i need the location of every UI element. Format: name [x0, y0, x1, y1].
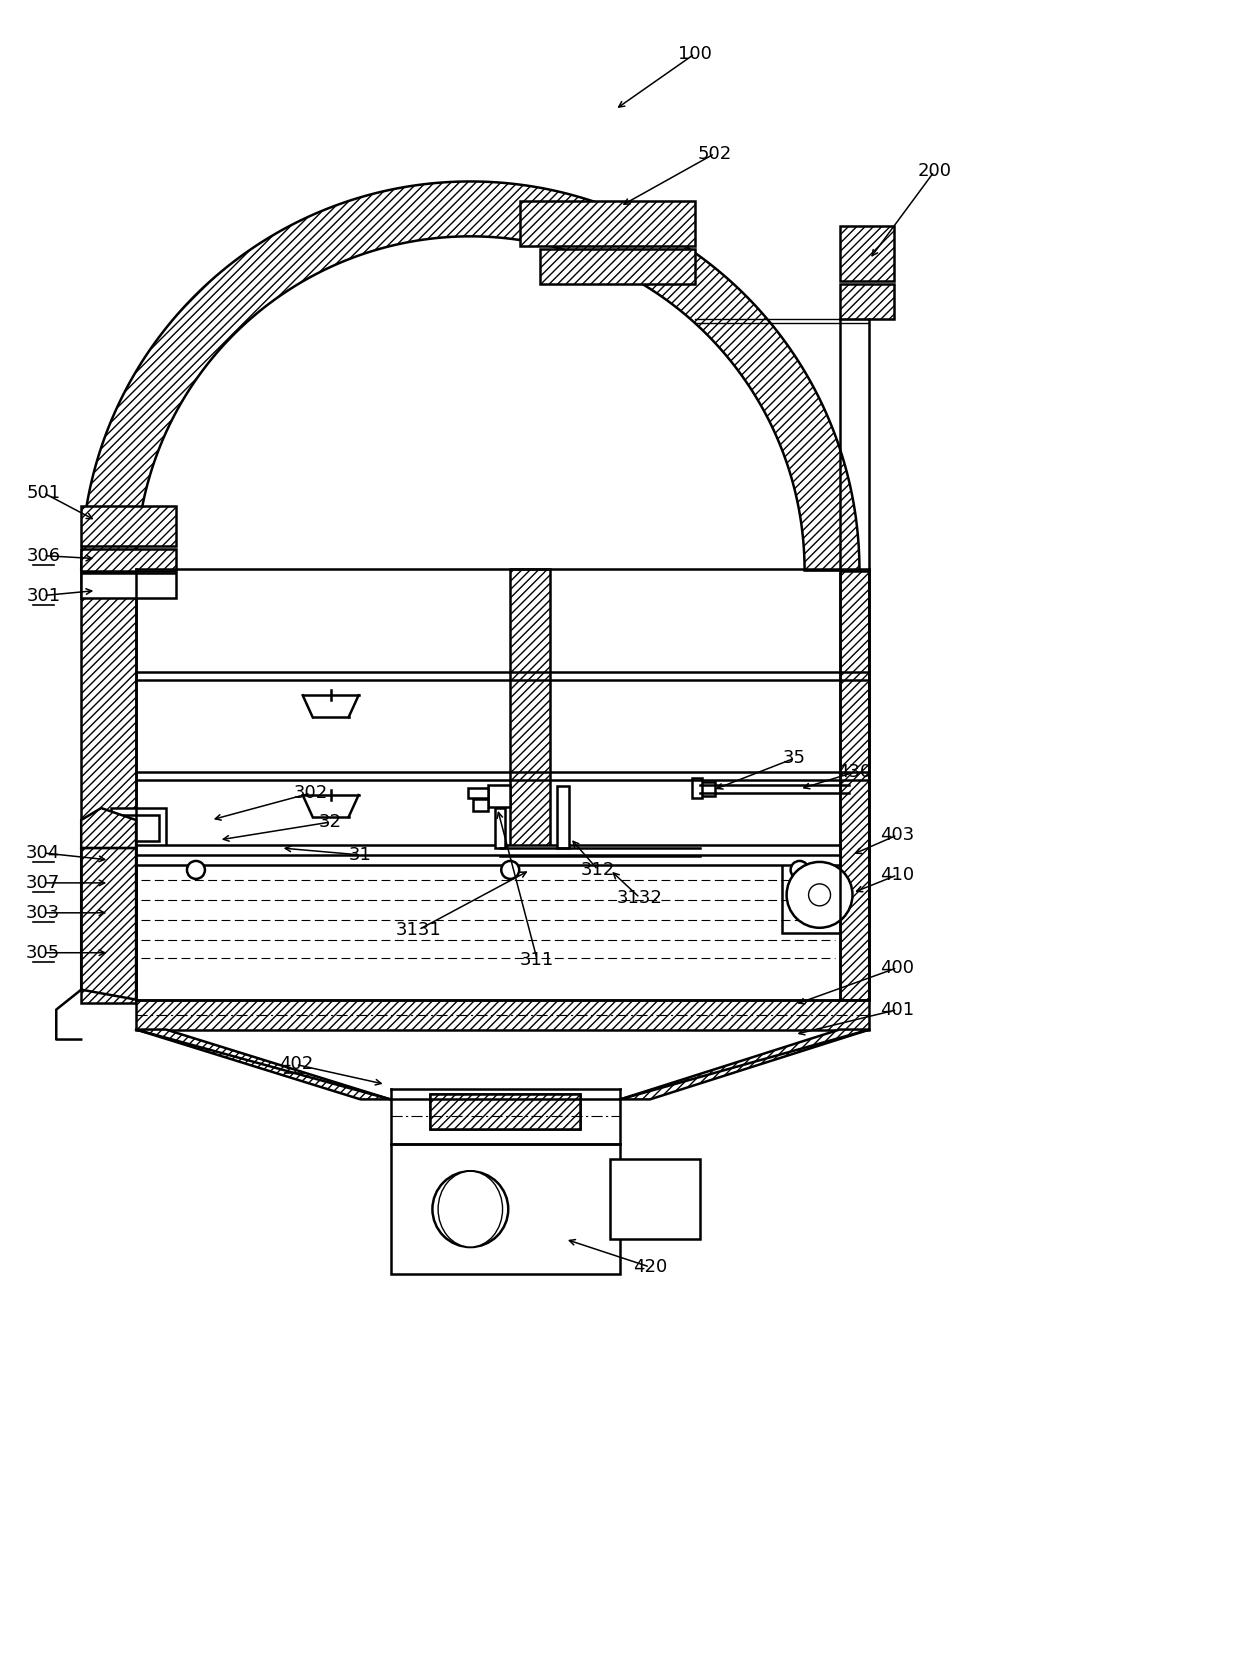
Circle shape: [456, 1195, 485, 1223]
Circle shape: [786, 862, 852, 929]
Bar: [781, 857, 858, 934]
Bar: [430, 1095, 580, 1130]
Text: 301: 301: [26, 586, 61, 604]
Text: 31: 31: [350, 845, 372, 864]
Bar: [697, 782, 714, 795]
Text: 430: 430: [837, 764, 872, 780]
Bar: [81, 549, 176, 571]
Bar: [469, 789, 489, 799]
Text: 100: 100: [678, 45, 712, 63]
Text: 312: 312: [580, 860, 615, 879]
Text: 306: 306: [26, 546, 61, 564]
Circle shape: [791, 860, 808, 879]
Bar: [430, 1095, 580, 1130]
Bar: [391, 1145, 620, 1275]
Text: 3132: 3132: [618, 889, 663, 907]
Circle shape: [187, 860, 205, 879]
Circle shape: [433, 1171, 508, 1246]
Polygon shape: [81, 849, 136, 1000]
Bar: [692, 779, 702, 799]
Text: 420: 420: [632, 1258, 667, 1276]
Text: 304: 304: [26, 844, 61, 862]
Text: 410: 410: [880, 865, 914, 884]
Text: 305: 305: [26, 943, 61, 962]
Bar: [510, 569, 551, 849]
Polygon shape: [81, 181, 859, 571]
Bar: [610, 1160, 699, 1240]
Bar: [474, 799, 489, 810]
Polygon shape: [620, 1030, 869, 1100]
Text: 32: 32: [319, 814, 342, 830]
Bar: [839, 226, 894, 281]
Text: 302: 302: [294, 784, 327, 802]
Text: 200: 200: [918, 163, 951, 180]
Text: 311: 311: [520, 950, 554, 968]
Bar: [495, 809, 505, 849]
Bar: [81, 849, 136, 1003]
Bar: [521, 201, 694, 246]
Polygon shape: [136, 1030, 391, 1100]
Bar: [119, 815, 159, 840]
Bar: [81, 506, 176, 546]
Bar: [112, 809, 166, 849]
Circle shape: [808, 884, 831, 905]
Bar: [81, 572, 176, 597]
Bar: [136, 845, 839, 865]
Bar: [541, 250, 694, 285]
Polygon shape: [81, 809, 136, 849]
Text: 502: 502: [698, 145, 732, 163]
Bar: [839, 285, 894, 319]
Text: 307: 307: [26, 874, 61, 892]
Text: 501: 501: [26, 484, 61, 503]
Text: 35: 35: [784, 749, 806, 767]
Bar: [489, 785, 510, 807]
Bar: [136, 1000, 869, 1030]
Bar: [557, 785, 569, 849]
Ellipse shape: [438, 1171, 502, 1246]
Text: 402: 402: [279, 1055, 312, 1073]
Bar: [81, 571, 136, 990]
Text: 303: 303: [26, 904, 61, 922]
Text: 3131: 3131: [396, 920, 441, 938]
Text: 400: 400: [880, 958, 914, 977]
Text: 401: 401: [880, 1000, 914, 1018]
Text: 403: 403: [880, 825, 915, 844]
Circle shape: [501, 860, 520, 879]
Bar: [839, 571, 869, 1000]
